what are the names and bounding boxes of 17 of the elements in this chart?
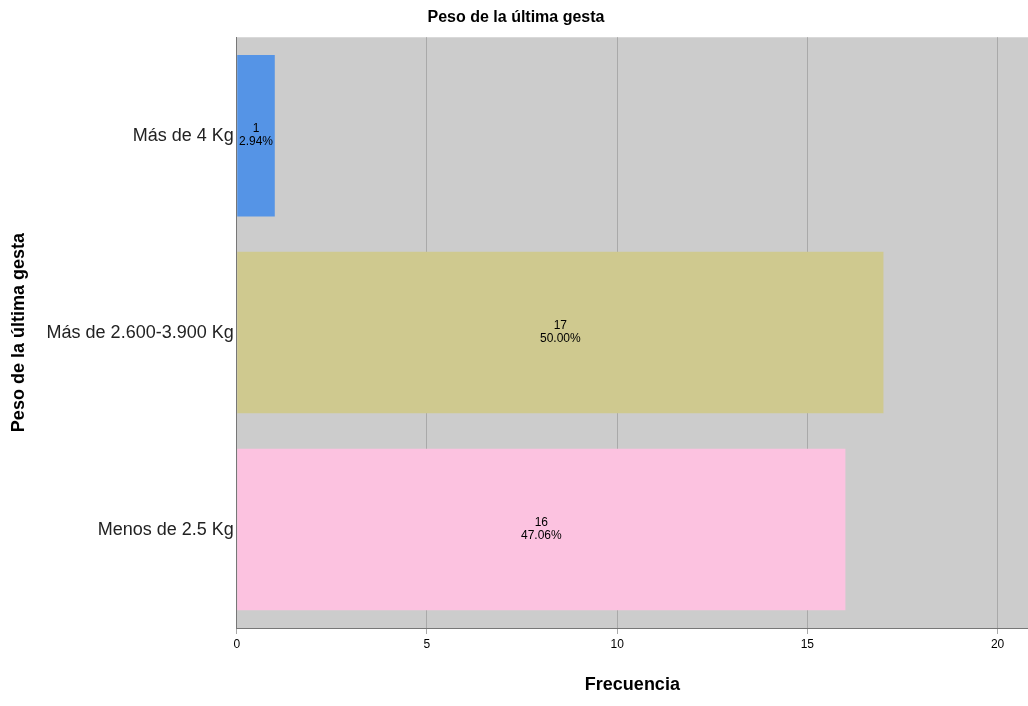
y-tick-label: Menos de 2.5 Kg (97, 518, 234, 539)
data-label: 17 50.00% (539, 318, 582, 346)
bar (237, 251, 884, 414)
bar (237, 54, 275, 217)
y-tick-label: Más de 4 Kg (132, 124, 234, 145)
chart-title: Peso de la última gesta (427, 8, 605, 26)
y-tick-label: Más de 2.600-3.900 Kg (46, 321, 234, 342)
bar (237, 448, 846, 611)
x-tick-label: 20 (990, 636, 1005, 651)
data-label: 16 47.06% (520, 515, 562, 543)
x-tick-label: 10 (610, 636, 625, 651)
y-axis-title: Peso de la última gesta (7, 232, 28, 433)
data-label: 1 2.94% (238, 121, 274, 149)
x-tick-label: 5 (423, 636, 431, 651)
x-axis-title: Frecuencia (584, 674, 681, 695)
x-tick-label: 15 (800, 636, 815, 651)
x-tick-label: 0 (233, 636, 241, 651)
